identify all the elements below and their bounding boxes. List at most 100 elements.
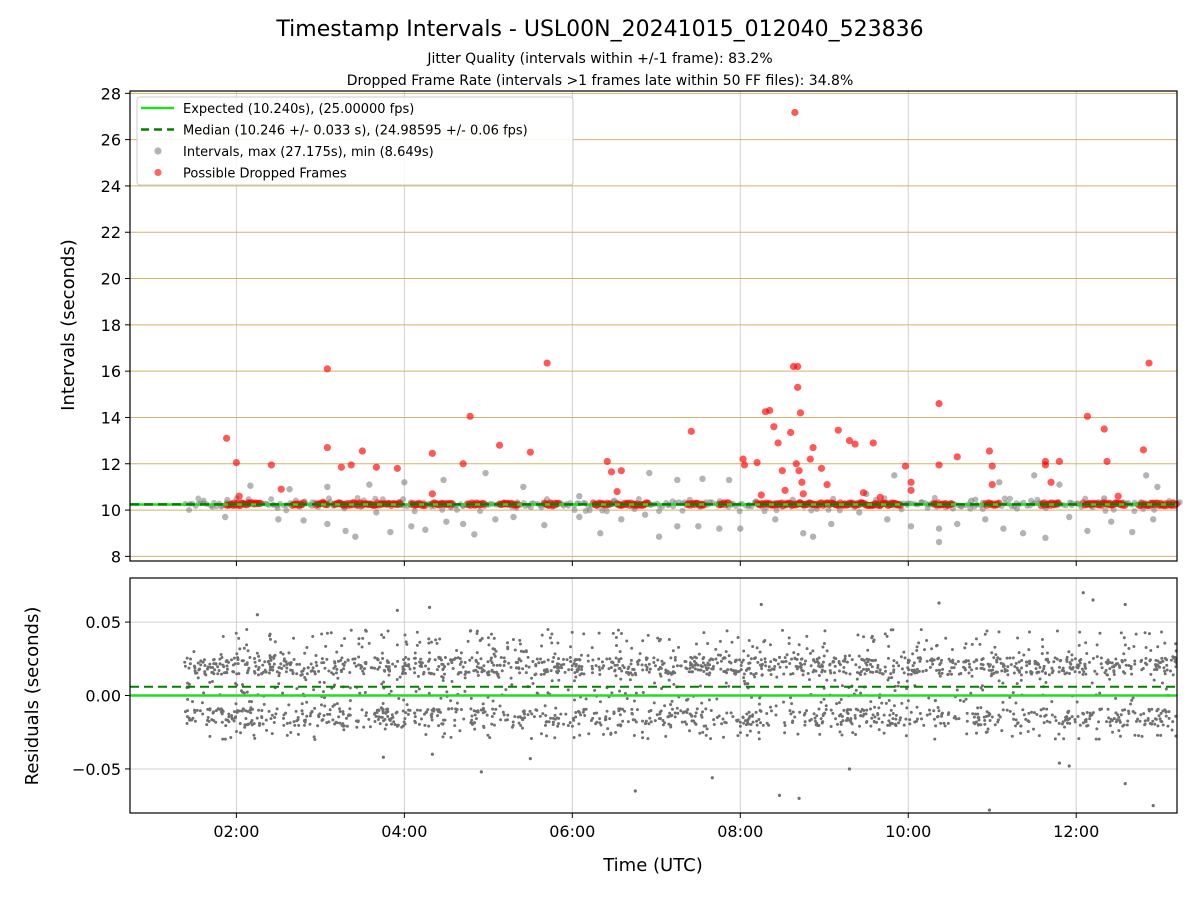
residual-point (902, 671, 906, 675)
residual-point (407, 708, 411, 712)
residual-point (614, 644, 618, 648)
interval-point (274, 505, 281, 512)
residual-point (1045, 719, 1049, 723)
residual-point (938, 668, 942, 672)
residual-point (706, 642, 710, 646)
dropped-frame-point (687, 427, 695, 435)
residual-point (889, 628, 893, 632)
residual-point (1112, 717, 1116, 721)
residual-point (261, 663, 265, 667)
residual-point (599, 723, 603, 727)
dropped-frame-point (753, 459, 761, 467)
residual-point (203, 663, 207, 667)
dropped-frame-point (372, 463, 380, 471)
residual-point (200, 701, 204, 705)
residual-point (862, 635, 866, 639)
residual-point (474, 668, 478, 672)
residual-point (427, 641, 431, 645)
residual-point (569, 660, 573, 664)
residual-point (343, 660, 347, 664)
residual-point (629, 671, 633, 675)
residual-point (472, 709, 476, 713)
residual-point (361, 669, 365, 673)
residual-point (760, 673, 764, 677)
residual-point (974, 712, 978, 716)
residual-point (255, 716, 259, 720)
residual-point (1076, 666, 1080, 670)
residual-point (1103, 671, 1107, 675)
residual-point (869, 724, 873, 728)
residual-point (793, 656, 797, 660)
residual-point (362, 672, 366, 676)
residual-point (817, 674, 821, 678)
residual-point (424, 711, 428, 715)
residual-point (577, 722, 581, 726)
residual-point (803, 720, 807, 724)
residual-point (580, 665, 584, 669)
interval-point (1031, 472, 1038, 479)
residual-point (1078, 661, 1082, 665)
residual-point (733, 671, 737, 675)
residual-point (203, 672, 207, 676)
residual-point (1123, 643, 1127, 647)
residual-point (337, 715, 341, 719)
residual-point (341, 662, 345, 666)
residual-point (440, 675, 444, 679)
residual-point (486, 673, 490, 677)
residual-point (1156, 645, 1160, 649)
residual-point (244, 709, 248, 713)
residual-point (1117, 729, 1121, 733)
residual-point (859, 714, 863, 718)
residual-point (528, 757, 532, 761)
residual-point (262, 702, 266, 706)
residual-point (948, 669, 952, 673)
interval-point (836, 507, 843, 514)
residual-point (900, 667, 904, 671)
residual-point (557, 669, 561, 673)
interval-point (655, 533, 663, 540)
interval-point (454, 506, 461, 513)
residual-point (676, 711, 680, 715)
residual-point (868, 662, 872, 666)
residual-point (798, 710, 802, 714)
residual-point (834, 717, 838, 721)
intervals-y-tick-label: 8 (111, 547, 121, 566)
residual-point (193, 671, 197, 675)
interval-point (571, 507, 578, 514)
residual-point (896, 684, 900, 688)
residual-point (519, 659, 523, 663)
residual-point (693, 655, 697, 659)
residual-point (224, 659, 228, 663)
residuals-y-tick-label: −0.05 (72, 760, 121, 779)
residual-point (600, 666, 604, 670)
residual-point (490, 722, 494, 726)
residual-point (831, 711, 835, 715)
residual-point (711, 667, 715, 671)
residual-point (768, 643, 772, 647)
interval-point (597, 530, 604, 537)
residual-point (413, 671, 417, 675)
residual-point (237, 636, 241, 640)
residual-point (804, 659, 808, 663)
residual-point (579, 713, 583, 717)
residual-point (341, 712, 345, 716)
residual-point (1020, 666, 1024, 670)
residual-point (284, 670, 288, 674)
residual-point (1095, 672, 1099, 676)
residual-point (331, 704, 335, 708)
dropped-frame-point (267, 461, 275, 469)
residual-point (205, 723, 209, 727)
residual-point (968, 665, 972, 669)
residual-point (323, 666, 327, 670)
residual-point (641, 719, 645, 723)
residual-point (1143, 661, 1147, 665)
residual-point (649, 720, 653, 724)
residual-point (225, 664, 229, 668)
residual-point (351, 657, 355, 661)
intervals-y-tick-label: 18 (101, 316, 121, 335)
residual-point (900, 701, 904, 705)
interval-point (968, 497, 975, 505)
residual-point (942, 721, 946, 725)
residual-point (633, 671, 637, 675)
